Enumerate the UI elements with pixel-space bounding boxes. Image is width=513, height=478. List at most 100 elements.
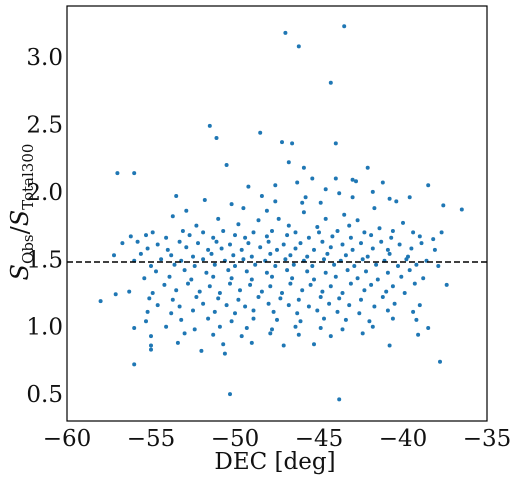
data-point xyxy=(248,282,253,287)
data-point xyxy=(350,195,355,200)
data-point xyxy=(98,299,103,304)
data-point xyxy=(323,270,328,275)
data-point xyxy=(365,165,370,170)
data-point xyxy=(233,311,237,316)
data-point xyxy=(372,206,377,211)
data-point xyxy=(216,216,221,221)
data-point xyxy=(323,187,328,192)
data-point xyxy=(147,296,152,301)
data-point xyxy=(164,324,169,329)
data-point xyxy=(271,309,276,314)
data-point xyxy=(293,230,298,235)
data-point xyxy=(296,297,301,302)
data-point xyxy=(335,309,340,314)
data-point xyxy=(318,200,323,205)
data-point xyxy=(174,288,179,293)
data-point xyxy=(417,303,422,308)
data-point xyxy=(355,218,360,223)
data-point xyxy=(396,264,400,268)
data-point xyxy=(217,291,222,295)
data-point xyxy=(149,334,153,339)
data-point xyxy=(128,234,133,239)
data-point xyxy=(144,319,148,324)
data-point xyxy=(374,262,379,267)
data-point xyxy=(350,247,355,252)
data-point xyxy=(310,264,315,268)
data-point xyxy=(172,262,177,267)
data-point xyxy=(184,245,189,250)
data-point xyxy=(170,214,175,219)
y-label-sub2: Total300 xyxy=(19,144,37,210)
data-point xyxy=(286,303,291,308)
data-point xyxy=(322,316,326,321)
data-point xyxy=(343,317,348,322)
data-point xyxy=(298,241,303,246)
data-points xyxy=(98,24,464,402)
data-point xyxy=(259,289,264,294)
data-point xyxy=(300,288,305,293)
data-point xyxy=(112,253,116,258)
data-point xyxy=(132,362,137,367)
data-point xyxy=(365,254,370,259)
data-point xyxy=(459,207,464,212)
data-point xyxy=(354,179,358,184)
data-point xyxy=(189,277,194,282)
data-point xyxy=(320,289,325,294)
data-point xyxy=(322,257,326,262)
data-point xyxy=(268,251,273,256)
data-point xyxy=(144,233,148,238)
data-point xyxy=(280,140,284,145)
data-point xyxy=(270,274,274,279)
data-point xyxy=(298,319,303,324)
data-point xyxy=(229,202,234,207)
data-point xyxy=(132,326,137,330)
data-point xyxy=(380,295,385,299)
data-point xyxy=(293,246,298,251)
data-point xyxy=(335,229,340,233)
data-point xyxy=(359,297,363,302)
data-point xyxy=(357,311,362,316)
data-point xyxy=(162,282,167,287)
data-point xyxy=(138,251,143,256)
data-point xyxy=(306,235,311,240)
data-point xyxy=(328,334,333,339)
data-point xyxy=(295,180,300,185)
data-point xyxy=(211,274,216,279)
data-point xyxy=(390,284,395,289)
data-point xyxy=(270,229,274,233)
data-point xyxy=(312,342,316,347)
data-point xyxy=(243,304,248,309)
data-point xyxy=(283,30,288,35)
data-point xyxy=(145,246,150,251)
data-point xyxy=(202,198,207,202)
x-tick-label: −50 xyxy=(211,426,260,452)
y-axis-ticks: 0.5 1.0 1.5 2.0 2.5 3.0 xyxy=(26,45,63,408)
data-point xyxy=(251,308,256,313)
data-point xyxy=(337,397,342,402)
data-point xyxy=(350,177,355,182)
data-point xyxy=(397,242,402,247)
data-point xyxy=(239,334,244,339)
data-point xyxy=(301,210,306,215)
data-point xyxy=(184,208,189,213)
data-point xyxy=(246,184,251,189)
data-point xyxy=(367,319,372,324)
data-point xyxy=(239,247,244,252)
x-tick-label: −60 xyxy=(43,426,92,452)
data-point xyxy=(228,392,232,397)
data-point xyxy=(407,195,412,200)
data-point xyxy=(352,264,357,268)
data-point xyxy=(323,216,328,221)
data-point xyxy=(288,253,293,258)
data-point xyxy=(169,311,174,316)
data-point xyxy=(222,351,227,356)
data-point xyxy=(127,289,132,294)
data-point xyxy=(293,324,298,329)
data-point xyxy=(224,163,229,167)
data-point xyxy=(348,281,353,286)
data-point xyxy=(436,264,441,268)
data-point xyxy=(296,44,301,49)
data-point xyxy=(414,262,419,267)
data-point xyxy=(414,317,419,322)
data-point xyxy=(290,276,295,281)
